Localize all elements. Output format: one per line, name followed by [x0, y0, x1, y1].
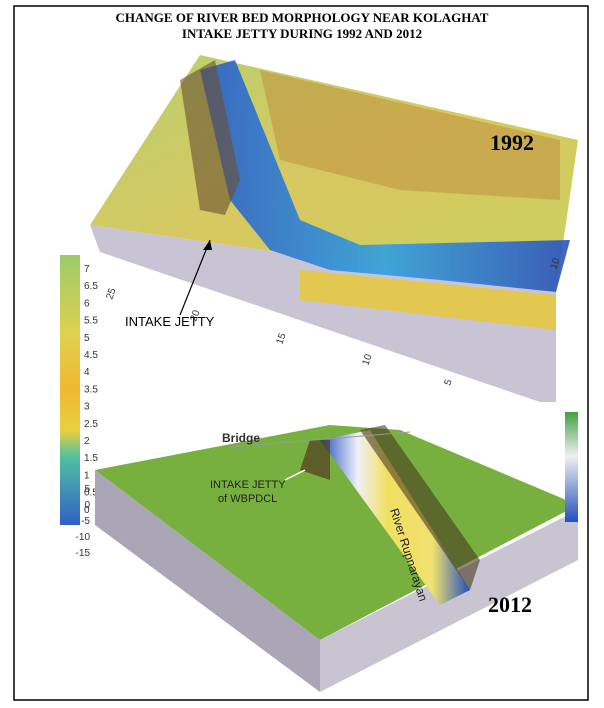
colorbar-label: 7 [84, 264, 90, 275]
colorbar [60, 255, 80, 525]
year-label: 2012 [488, 592, 532, 617]
colorbar-label: 6 [84, 298, 90, 309]
axis-label: 0 [84, 500, 90, 511]
axis-label: 10 [360, 352, 374, 367]
bridge-label: Bridge [222, 431, 260, 445]
axis-label: 15 [274, 331, 288, 346]
colorbar-label: 2.5 [84, 419, 98, 430]
title: INTAKE JETTY DURING 1992 AND 2012 [182, 26, 422, 41]
colorbar-label: 3.5 [84, 384, 98, 395]
colorbar-label: 4.5 [84, 350, 98, 361]
axis-label: 5 [442, 378, 454, 387]
colorbar-label: 6.5 [84, 281, 98, 292]
jetty-label: of WBPDCL [218, 493, 277, 505]
colorbar-label: 3 [84, 402, 90, 413]
colorbar-label: 1.5 [84, 453, 98, 464]
terrain-1992 [90, 55, 578, 402]
colorbar-label: 2 [84, 436, 90, 447]
axis-label: 5 [84, 484, 90, 495]
colorbar-label: 4 [84, 367, 90, 378]
colorbar-label: 5.5 [84, 316, 98, 327]
terrain-2012 [95, 425, 578, 692]
axis-label: -15 [76, 548, 91, 559]
axis-label: 25 [104, 286, 118, 301]
title: CHANGE OF RIVER BED MORPHOLOGY NEAR KOLA… [116, 10, 489, 25]
colorbar-label: 1 [84, 470, 90, 481]
colorbar-label: 5 [84, 333, 90, 344]
figure: CHANGE OF RIVER BED MORPHOLOGY NEAR KOLA… [0, 0, 604, 708]
axis-label: -10 [76, 532, 91, 543]
colorbar [565, 412, 578, 522]
year-label: 1992 [490, 130, 534, 155]
jetty-label: INTAKE JETTY [210, 479, 286, 491]
axis-label: -5 [81, 516, 90, 527]
